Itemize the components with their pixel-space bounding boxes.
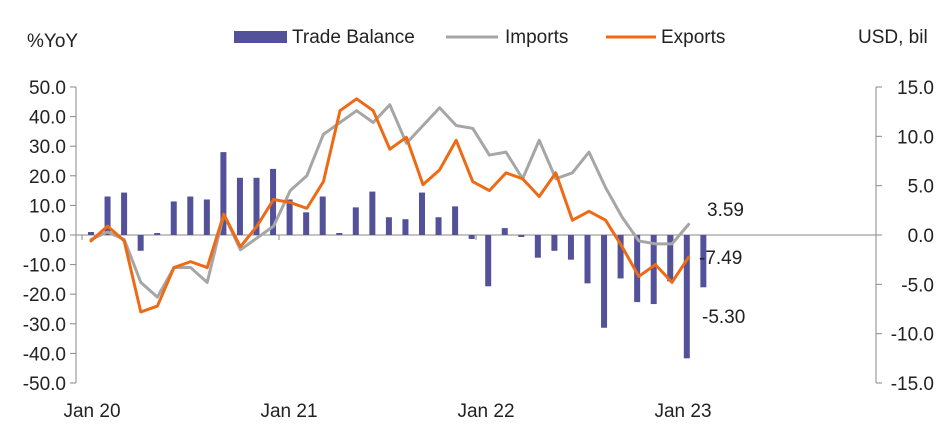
bar <box>402 219 409 235</box>
bar <box>253 177 260 235</box>
annotation-exports-last: -7.49 <box>699 248 742 269</box>
left-ticks: 50.0 40.0 30.0 20.0 10.0 0.0 -10.0 -20.0 -30.0 -4… <box>23 78 76 395</box>
bar <box>88 232 94 235</box>
bar <box>170 201 177 235</box>
annotation-balance-last: -5.30 <box>702 307 745 328</box>
bar <box>468 235 475 239</box>
x-ticks: Jan 20 Jan 21 Jan 22 Jan 23 <box>63 235 712 422</box>
bar <box>187 196 194 235</box>
bar <box>683 235 690 359</box>
left-tick-label: 40.0 <box>29 108 66 129</box>
bar <box>534 235 541 258</box>
right-tick-label: 10.0 <box>897 127 934 148</box>
right-tick-label: -10.0 <box>891 325 934 346</box>
bar <box>501 228 508 235</box>
bar <box>650 235 657 305</box>
bar <box>303 212 310 235</box>
bar <box>667 235 674 282</box>
bar <box>336 233 343 235</box>
legend-label-exports: Exports <box>661 27 725 48</box>
bar <box>203 199 210 235</box>
right-tick-label: -5.0 <box>901 275 934 296</box>
right-tick-label: 15.0 <box>897 78 934 99</box>
right-tick-label: 5.0 <box>908 177 934 198</box>
bar <box>286 199 293 235</box>
bar <box>617 235 624 279</box>
left-tick-label: -50.0 <box>23 374 66 395</box>
bar <box>518 235 525 237</box>
legend-label-imports: Imports <box>505 27 568 48</box>
left-tick-label: -10.0 <box>23 256 66 277</box>
x-tick-label: Jan 22 <box>457 401 514 422</box>
x-tick-label: Jan 23 <box>654 401 711 422</box>
series-lines <box>89 97 691 314</box>
bar <box>485 235 492 287</box>
annotation-imports-last: 3.59 <box>707 200 744 221</box>
bar <box>352 207 359 235</box>
left-tick-label: -40.0 <box>23 344 66 365</box>
right-tick-label: 0.0 <box>908 226 934 247</box>
bar <box>435 217 442 235</box>
bar <box>551 235 558 251</box>
bar <box>634 235 641 303</box>
bar <box>220 152 227 235</box>
bar <box>700 235 707 288</box>
left-tick-label: -30.0 <box>23 315 66 336</box>
legend-label-trade-balance: Trade Balance <box>292 27 415 48</box>
bar <box>121 192 128 235</box>
bar <box>601 235 608 328</box>
bar <box>319 196 326 235</box>
bar <box>584 235 591 284</box>
left-tick-label: 30.0 <box>29 137 66 158</box>
left-tick-label: -20.0 <box>23 285 66 306</box>
right-tick-label: -15.0 <box>891 374 934 395</box>
bar <box>452 206 459 235</box>
right-axis-label: USD, bil <box>858 27 928 48</box>
left-tick-label: 20.0 <box>29 167 66 188</box>
left-axis-label: %YoY <box>27 31 78 52</box>
bar <box>419 192 425 235</box>
right-ticks: 15.0 10.0 5.0 0.0 -5.0 -10.0 -15.0 <box>876 78 934 395</box>
trade-balance-bars <box>88 152 707 359</box>
bar <box>154 233 161 235</box>
x-tick-label: Jan 20 <box>63 401 120 422</box>
legend-swatch-trade-balance <box>234 31 287 43</box>
bar <box>567 235 574 260</box>
bar <box>104 196 111 235</box>
left-tick-label: 10.0 <box>29 196 66 217</box>
exports-line <box>89 97 691 314</box>
legend: Trade Balance Imports Exports <box>234 27 725 48</box>
imports-line <box>89 103 691 299</box>
left-tick-label: 0.0 <box>40 226 66 247</box>
bar <box>137 235 144 251</box>
bar <box>385 217 392 235</box>
bar <box>369 191 376 235</box>
left-tick-label: 50.0 <box>29 78 66 99</box>
x-tick-label: Jan 21 <box>260 401 317 422</box>
bar <box>236 177 243 235</box>
